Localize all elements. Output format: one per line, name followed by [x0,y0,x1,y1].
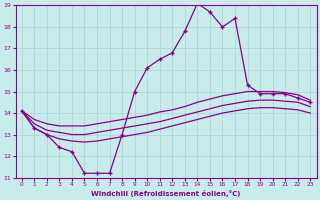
X-axis label: Windchill (Refroidissement éolien,°C): Windchill (Refroidissement éolien,°C) [91,190,241,197]
